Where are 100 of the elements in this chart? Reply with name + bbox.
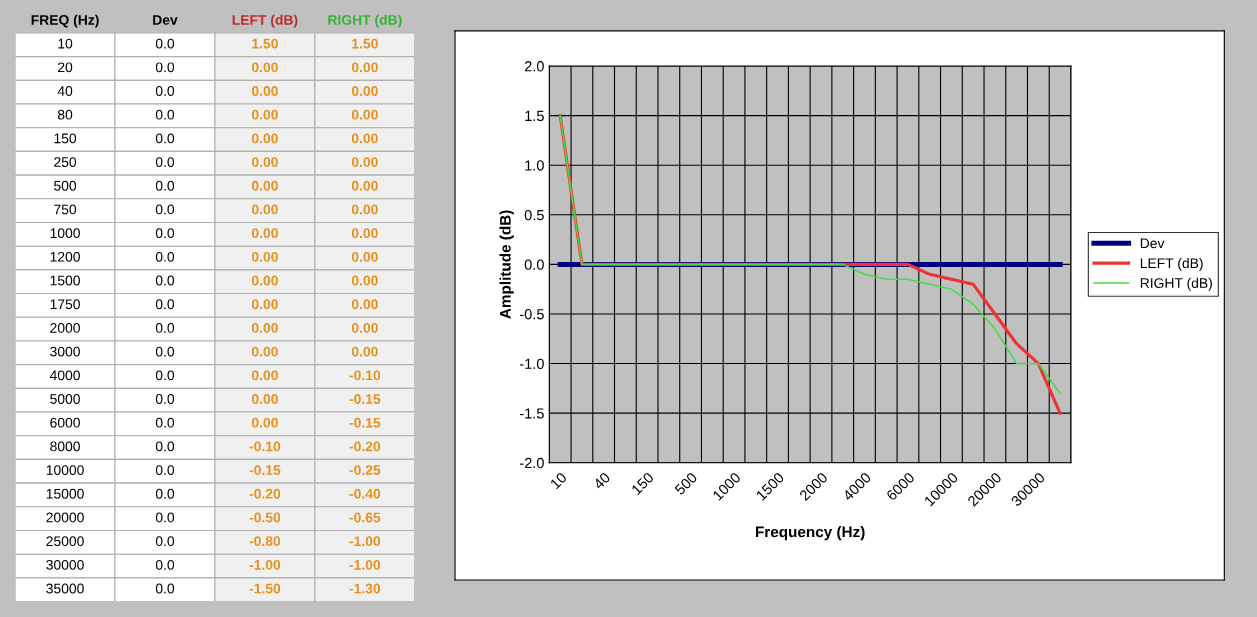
text: 0.0: [155, 370, 175, 381]
text: 3000: [50, 346, 80, 357]
text: 0.00: [251, 417, 278, 428]
text: 0.00: [351, 109, 378, 120]
text: 40: [57, 86, 73, 96]
text: -1.00: [349, 536, 381, 547]
x-tick-label: 150: [630, 471, 655, 496]
text: 0.00: [251, 370, 278, 381]
text: 500: [54, 180, 77, 191]
text: 2000: [50, 323, 80, 333]
text: 1200: [50, 251, 80, 262]
x-tick-label: 500: [674, 471, 698, 496]
x-tick-label: 40: [592, 471, 611, 490]
text: FREQ (Hz): [31, 14, 99, 28]
text: 0.00: [351, 228, 378, 239]
text: 0.0: [155, 441, 175, 452]
text: RIGHT (dB): [328, 14, 402, 28]
y-tick-label: -2.0: [519, 457, 544, 469]
text: 0.00: [251, 157, 278, 167]
y-axis-title: Amplitude (dB): [499, 210, 514, 319]
text: LEFT (dB): [232, 14, 298, 28]
text: 0.00: [351, 204, 378, 215]
text: 0.0: [155, 346, 175, 357]
text: 0.0: [155, 228, 175, 239]
text: 0.00: [351, 346, 378, 357]
text: 0.0: [155, 133, 175, 144]
legend-label: RIGHT (dB): [1140, 277, 1212, 291]
y-tick-label: -1.0: [519, 358, 544, 369]
text: 250: [54, 157, 77, 167]
text: 0.00: [251, 133, 278, 144]
text: -0.50: [249, 512, 281, 523]
text: 0.0: [155, 465, 175, 475]
text: 0.00: [351, 251, 378, 262]
text: 0.0: [155, 488, 175, 499]
y-tick-label: -1.5: [519, 408, 544, 419]
text: 0.0: [155, 38, 175, 49]
text: 0.0: [155, 512, 175, 523]
text: 6000: [50, 417, 80, 428]
text: -0.10: [249, 441, 281, 452]
text: -1.50: [249, 583, 281, 594]
text: -0.80: [249, 536, 281, 547]
text: 150: [54, 133, 77, 144]
text: 0.0: [155, 109, 175, 120]
text: 35000: [46, 583, 84, 594]
text: -0.15: [249, 465, 281, 475]
text: 1.50: [252, 38, 278, 49]
text: 0.00: [251, 109, 278, 120]
text: 20: [58, 62, 73, 73]
text: 750: [54, 204, 77, 215]
text: -0.20: [249, 488, 281, 499]
text: -1.00: [349, 559, 381, 570]
text: 5000: [50, 394, 80, 404]
text: 0.0: [155, 86, 175, 96]
text: 0.0: [155, 204, 175, 215]
text: -1.30: [349, 583, 381, 594]
text: 30000: [46, 559, 84, 570]
text: 20000: [46, 512, 84, 523]
text: 0.00: [351, 299, 378, 310]
text: 1500: [50, 275, 80, 286]
text: 0.0: [155, 251, 175, 262]
text: 1750: [50, 299, 80, 310]
text: -1.00: [249, 559, 281, 570]
text: 0.00: [251, 299, 278, 310]
text: 0.0: [155, 583, 175, 594]
text: 0.0: [155, 559, 175, 570]
text: 15000: [46, 488, 84, 499]
text: 0.00: [351, 133, 378, 144]
text: Dev: [153, 15, 178, 25]
text: 0.00: [251, 275, 278, 286]
text: 1.50: [352, 38, 378, 49]
text: -0.20: [349, 441, 381, 452]
text: -0.15: [349, 417, 381, 428]
text: 0.0: [155, 62, 175, 73]
text: 0.0: [155, 299, 175, 310]
text: -0.10: [349, 370, 381, 381]
text: 0.00: [251, 86, 278, 96]
text: 0.0: [155, 157, 175, 167]
x-axis-title: Frequency (Hz): [755, 526, 865, 541]
text: 25000: [46, 536, 84, 547]
text: -0.15: [349, 394, 381, 404]
text: 0.0: [155, 394, 175, 404]
y-tick-label: 2.0: [524, 61, 544, 72]
y-tick-label: -0.5: [519, 309, 544, 320]
text: 0.00: [251, 394, 278, 404]
y-tick-label: 1.0: [525, 160, 544, 171]
text: 8000: [50, 441, 80, 452]
legend-label: Dev: [1140, 238, 1165, 249]
text: 0.00: [351, 86, 378, 96]
y-tick-label: 0.5: [524, 209, 544, 221]
text: 4000: [49, 370, 80, 381]
y-tick-label: 0.0: [524, 259, 544, 270]
text: 0.00: [251, 228, 278, 239]
text: -0.65: [349, 512, 381, 523]
y-tick-label: 1.5: [525, 110, 544, 122]
text: 0.0: [155, 180, 175, 191]
text: 0.00: [351, 323, 378, 333]
text: -0.40: [349, 488, 381, 499]
text: 10: [58, 38, 73, 49]
legend-label: LEFT (dB): [1140, 257, 1203, 271]
text: 0.0: [155, 323, 175, 333]
